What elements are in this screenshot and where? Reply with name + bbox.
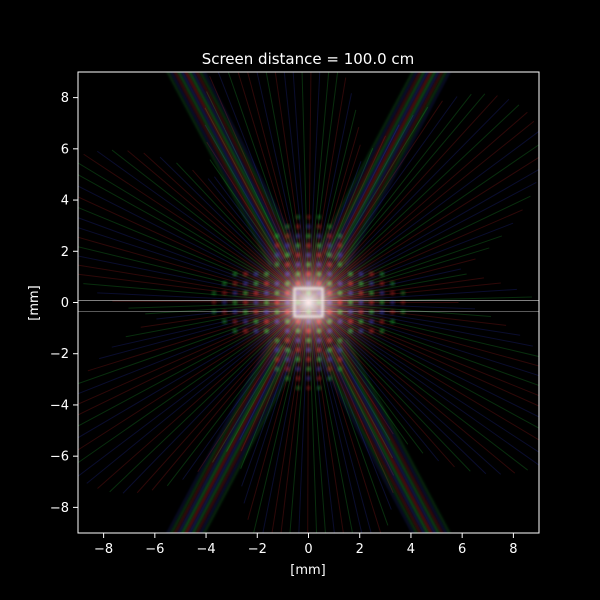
x-tick-label: −2: [248, 542, 267, 557]
y-tick-label: 2: [61, 245, 69, 260]
x-tick-label: 2: [356, 542, 364, 557]
diffraction-pattern: [78, 72, 539, 533]
y-tick-label: −4: [50, 398, 69, 413]
y-tick-label: −2: [50, 347, 69, 362]
x-tick-label: 0: [304, 542, 312, 557]
y-tick-label: 4: [61, 194, 69, 209]
plot-title: Screen distance = 100.0 cm: [202, 50, 415, 68]
x-tick-label: 8: [509, 542, 517, 557]
y-axis-label: [mm]: [27, 285, 42, 320]
x-axis-ticks: −8 −6 −4 −2 0 2 4 6 8: [94, 533, 518, 557]
plot-area: [78, 72, 539, 533]
y-tick-label: 6: [61, 142, 69, 157]
y-axis-ticks: 8 6 4 2 0 −2 −4 −6 −8: [50, 91, 78, 516]
y-tick-label: −6: [50, 450, 69, 465]
y-tick-label: 0: [61, 296, 69, 311]
x-axis-label: [mm]: [290, 563, 325, 578]
y-tick-label: −8: [50, 501, 69, 516]
x-tick-label: 4: [407, 542, 415, 557]
x-tick-label: 6: [458, 542, 466, 557]
x-tick-label: −4: [196, 542, 215, 557]
x-tick-label: −8: [94, 542, 113, 557]
x-tick-label: −6: [145, 542, 164, 557]
y-tick-label: 8: [61, 91, 69, 106]
